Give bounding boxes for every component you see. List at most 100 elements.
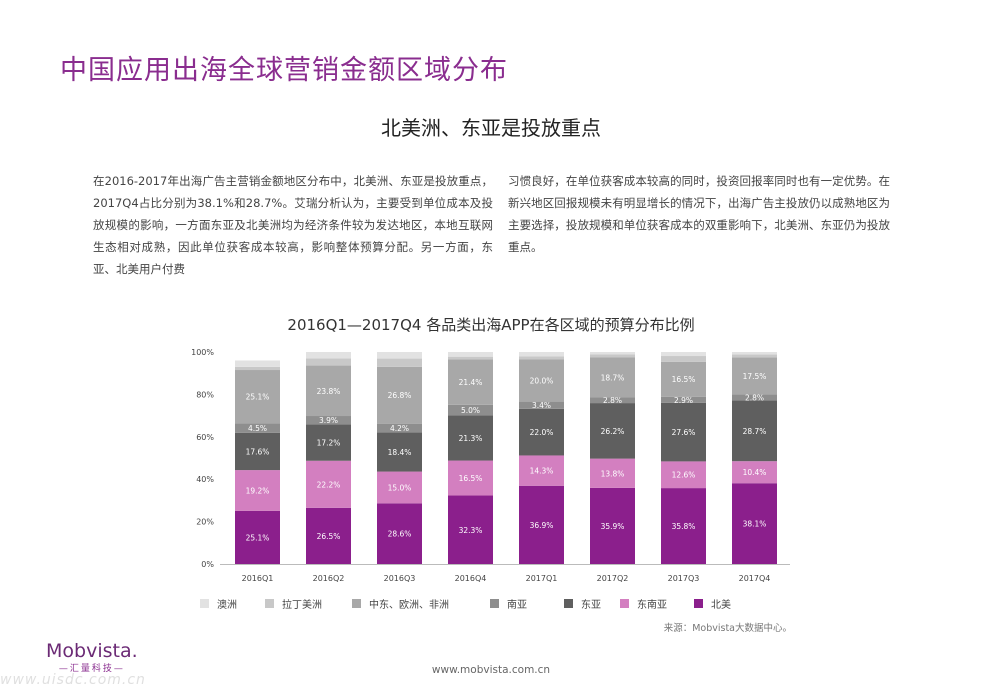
data-label: 2.8% (603, 396, 622, 405)
bar-segment (519, 356, 564, 360)
legend-label: 东亚 (581, 600, 601, 611)
bar-segment (519, 408, 564, 456)
bar-segment (590, 403, 635, 459)
bar-segment (590, 487, 635, 564)
data-label: 25.1% (246, 533, 270, 542)
data-label: 15.0% (388, 483, 412, 492)
y-tick-label: 0% (201, 560, 214, 569)
bar-segment (306, 365, 351, 417)
y-tick-label: 80% (196, 390, 214, 399)
bar-segment (235, 370, 280, 424)
x-tick-label: 2016Q2 (313, 574, 345, 583)
bar-segment (235, 366, 280, 371)
x-tick-label: 2016Q4 (455, 574, 487, 583)
bar-segment (661, 402, 706, 462)
data-label: 5.0% (461, 406, 480, 415)
page-subtitle: 北美洲、东亚是投放重点 (381, 116, 601, 140)
chart-legend: 澳洲 拉丁美洲 中东、欧洲、非洲 南亚 东亚 东南亚 北美 (200, 596, 800, 612)
footer-url[interactable]: www.mobvista.com.cn (431, 664, 551, 676)
bar-segment (377, 352, 422, 359)
bar-segment (519, 455, 564, 486)
bar-segment (235, 470, 280, 511)
legend-item: 北美 (694, 596, 731, 611)
data-label: 36.9% (530, 521, 554, 530)
bar-segment (661, 488, 706, 564)
bar-segment (448, 356, 493, 360)
logo-main-text: Mobvista. (46, 640, 138, 662)
bar-segment (306, 507, 351, 564)
bar-segment (590, 357, 635, 398)
data-label: 10.4% (743, 468, 767, 477)
bar-segment (235, 510, 280, 564)
data-label: 21.4% (459, 378, 483, 387)
legend-label: 拉丁美洲 (282, 600, 322, 611)
bar-segment (732, 357, 777, 395)
legend-item: 澳洲 (200, 596, 237, 611)
data-label: 27.6% (672, 428, 696, 437)
bar-segment (306, 460, 351, 508)
data-label: 20.0% (530, 376, 554, 385)
data-label: 18.4% (388, 448, 412, 457)
data-label: 17.2% (317, 439, 341, 448)
bar-segment (377, 423, 422, 433)
page-title: 中国应用出海全球营销金额区域分布 (60, 55, 508, 86)
data-label: 23.8% (317, 387, 341, 396)
data-label: 38.1% (743, 520, 767, 529)
chart-title: 2016Q1—2017Q4 各品类出海APP在各区域的预算分布比例 (287, 316, 695, 334)
legend-item: 拉丁美洲 (265, 596, 322, 611)
paragraph-right: 习惯良好，在单位获客成本较高的同时，投资回报率同时也有一定优势。在新兴地区回报规… (508, 174, 890, 254)
legend-item: 中东、欧洲、非洲 (352, 596, 449, 611)
bar-segment (306, 352, 351, 359)
legend-swatch (694, 599, 703, 608)
bar-segment (448, 352, 493, 357)
data-label: 32.3% (459, 526, 483, 535)
bar-segment (590, 352, 635, 355)
data-label: 26.8% (388, 391, 412, 400)
data-label: 28.6% (388, 530, 412, 539)
source-note: 来源：Mobvista大数据中心。 (663, 623, 792, 634)
bar-segment (377, 358, 422, 367)
data-label: 4.2% (390, 424, 409, 433)
bar-segment (306, 358, 351, 366)
data-label: 26.2% (601, 427, 625, 436)
legend-swatch (265, 599, 274, 608)
bar-segment (448, 460, 493, 496)
bar-segment (661, 356, 706, 362)
x-tick-label: 2017Q4 (739, 574, 771, 583)
legend-label: 北美 (711, 600, 731, 611)
bar-segment (732, 461, 777, 484)
data-label: 3.4% (532, 401, 551, 410)
mobvista-logo: Mobvista. —汇量科技— (46, 640, 138, 674)
bar-segment (661, 396, 706, 403)
bar-segment (235, 423, 280, 433)
bar-segment (732, 394, 777, 401)
data-label: 3.9% (319, 416, 338, 425)
legend-swatch (490, 599, 499, 608)
data-label: 16.5% (459, 474, 483, 483)
x-tick-label: 2017Q2 (597, 574, 629, 583)
bar-segment (661, 352, 706, 357)
bar-segment (448, 359, 493, 405)
legend-label: 东南亚 (637, 600, 667, 611)
data-label: 22.2% (317, 480, 341, 489)
legend-item: 南亚 (490, 596, 527, 611)
data-label: 21.3% (459, 434, 483, 443)
legend-swatch (620, 599, 629, 608)
legend-item: 东南亚 (620, 596, 667, 611)
bar-segment (306, 424, 351, 461)
data-label: 14.3% (530, 467, 554, 476)
legend-item: 东亚 (564, 596, 601, 611)
bar-segment (519, 352, 564, 357)
bar-segment (377, 366, 422, 424)
watermark: www.uisdc.com.cn (0, 672, 146, 688)
bar-segment (235, 360, 280, 367)
y-tick-label: 60% (196, 433, 214, 442)
data-label: 18.7% (601, 373, 625, 382)
logo-sub-text: —汇量科技— (58, 664, 125, 674)
bar-segment (377, 471, 422, 504)
bar-segment (732, 400, 777, 462)
bar-segment (590, 397, 635, 404)
data-label: 35.9% (601, 522, 625, 531)
x-tick-label: 2016Q1 (242, 574, 274, 583)
x-tick-label: 2016Q3 (384, 574, 416, 583)
